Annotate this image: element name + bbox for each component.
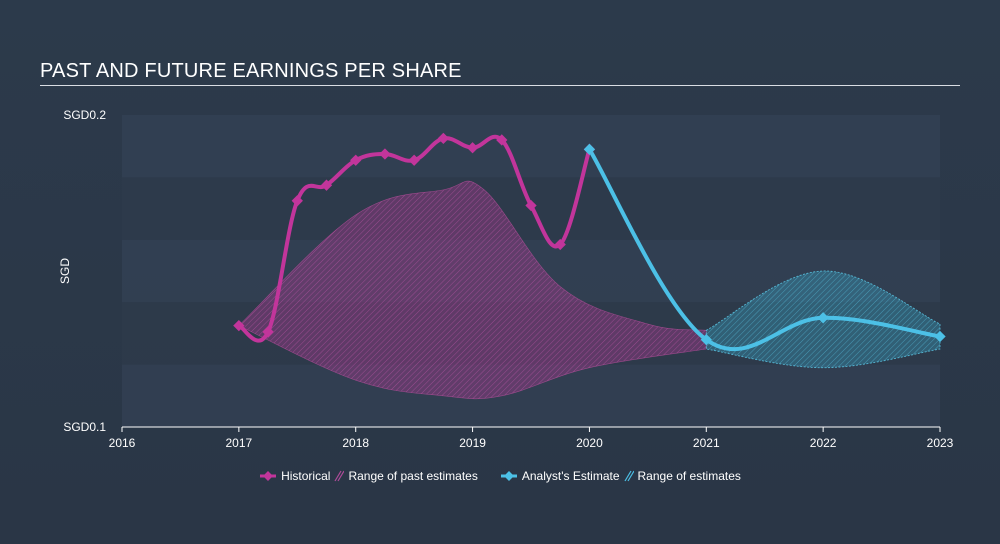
historical-point (554, 238, 566, 251)
legend-analyst[interactable]: Analyst's Estimate (500, 469, 620, 483)
legend: Historical Range of past estimates Analy… (0, 469, 1000, 483)
x-tick-label: 2018 (342, 436, 369, 450)
chart-title: PAST AND FUTURE EARNINGS PER SHARE (40, 60, 462, 82)
legend-analyst-label: Analyst's Estimate (521, 469, 620, 483)
series-markers (233, 132, 946, 346)
background-band (122, 115, 940, 178)
legend-future-range-label: Range of estimates (637, 469, 741, 483)
historical-point (350, 154, 362, 166)
analyst-estimate-point (934, 330, 946, 343)
historical-point (437, 132, 450, 145)
historical-swatch (260, 471, 277, 481)
x-tick-label: 2020 (576, 436, 603, 450)
historical-point (496, 134, 508, 146)
analyst-estimate-point (700, 333, 712, 346)
historical-point (233, 319, 245, 332)
legend-historical[interactable]: Historical (259, 469, 330, 483)
legend-past-range[interactable]: Range of past estimates (334, 469, 478, 483)
analyst-estimate-point (817, 312, 829, 324)
analyst-swatch (500, 471, 517, 481)
analyst-estimate-point (583, 143, 596, 155)
historical-point (525, 199, 537, 212)
historical-point (408, 154, 420, 166)
historical-point (291, 195, 303, 207)
x-tick-label: 2022 (810, 436, 837, 450)
analyst-estimate-line (587, 147, 942, 352)
y-axis-label: SGD (58, 258, 72, 284)
historical-point (379, 148, 391, 160)
past-range-swatch (334, 470, 345, 482)
x-tick-label: 2017 (226, 436, 253, 450)
y-tick-label: SGD0.1 (63, 420, 106, 434)
x-tick-label: 2021 (693, 436, 720, 450)
future-range-swatch (624, 470, 634, 482)
x-tick-label: 2023 (927, 436, 954, 450)
title-divider (40, 85, 960, 86)
legend-past-range-label: Range of past estimates (348, 469, 478, 483)
x-tick-label: 2019 (459, 436, 486, 450)
historical-point (466, 142, 479, 154)
past-estimates-range (238, 180, 707, 400)
axes: 2016 2017 2018 2019 2020 2021 2022 2023 SGD0.2 SG… (58, 108, 954, 450)
legend-future-range[interactable]: Range of estimates (624, 469, 741, 483)
legend-historical-label: Historical (281, 469, 331, 483)
historical-point (262, 326, 274, 338)
x-tick-label: 2016 (109, 436, 136, 450)
historical-point (320, 179, 333, 191)
y-tick-label: SGD0.2 (63, 108, 106, 122)
